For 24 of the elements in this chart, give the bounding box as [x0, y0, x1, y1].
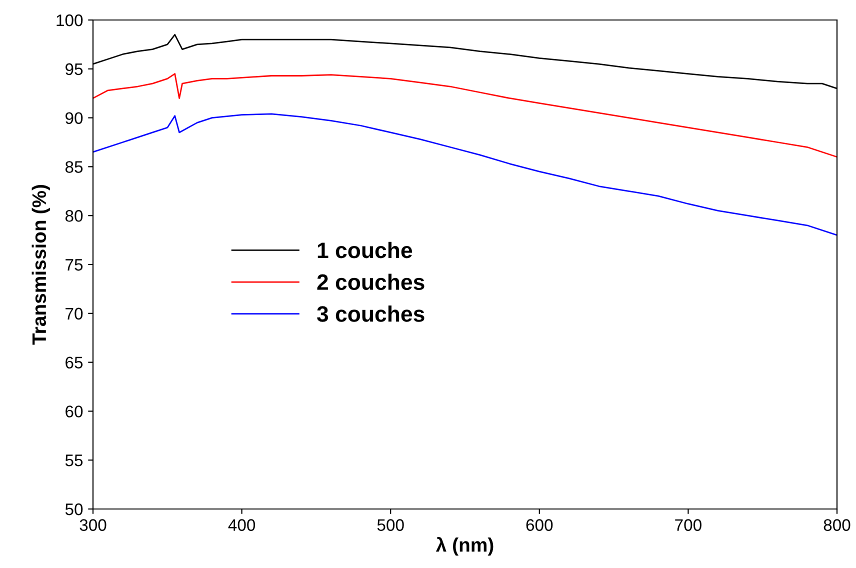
x-tick-label: 600 [526, 519, 553, 531]
y-tick-label: 80 [65, 210, 83, 222]
x-axis-title: λ (nm) [436, 537, 494, 556]
y-tick-label: 55 [65, 454, 83, 466]
x-tick-label: 800 [824, 519, 850, 531]
legend-label: 2 couches [317, 274, 424, 290]
line-series [93, 73, 837, 158]
y-tick-label: 50 [65, 503, 83, 516]
y-tick-label: 90 [66, 112, 83, 124]
line-series [93, 113, 837, 236]
y-tick-label: 60 [66, 406, 83, 418]
x-tick-label: 500 [377, 519, 404, 531]
y-tick-label: 85 [65, 161, 83, 173]
x-tick-label: 700 [675, 519, 702, 531]
legend-label: 3 couches [316, 306, 424, 322]
y-axis-title: Transmission (%) [32, 184, 50, 345]
x-tick-label: 300 [80, 519, 106, 531]
y-tick-label: 70 [66, 308, 83, 320]
x-tick-label: 400 [228, 519, 256, 531]
y-tick-label: 75 [66, 259, 83, 271]
y-tick-label: 65 [66, 356, 83, 369]
y-tick-label: 95 [66, 63, 83, 76]
legend-label: 1 couche [318, 242, 412, 258]
y-tick-label: 100 [56, 14, 83, 26]
